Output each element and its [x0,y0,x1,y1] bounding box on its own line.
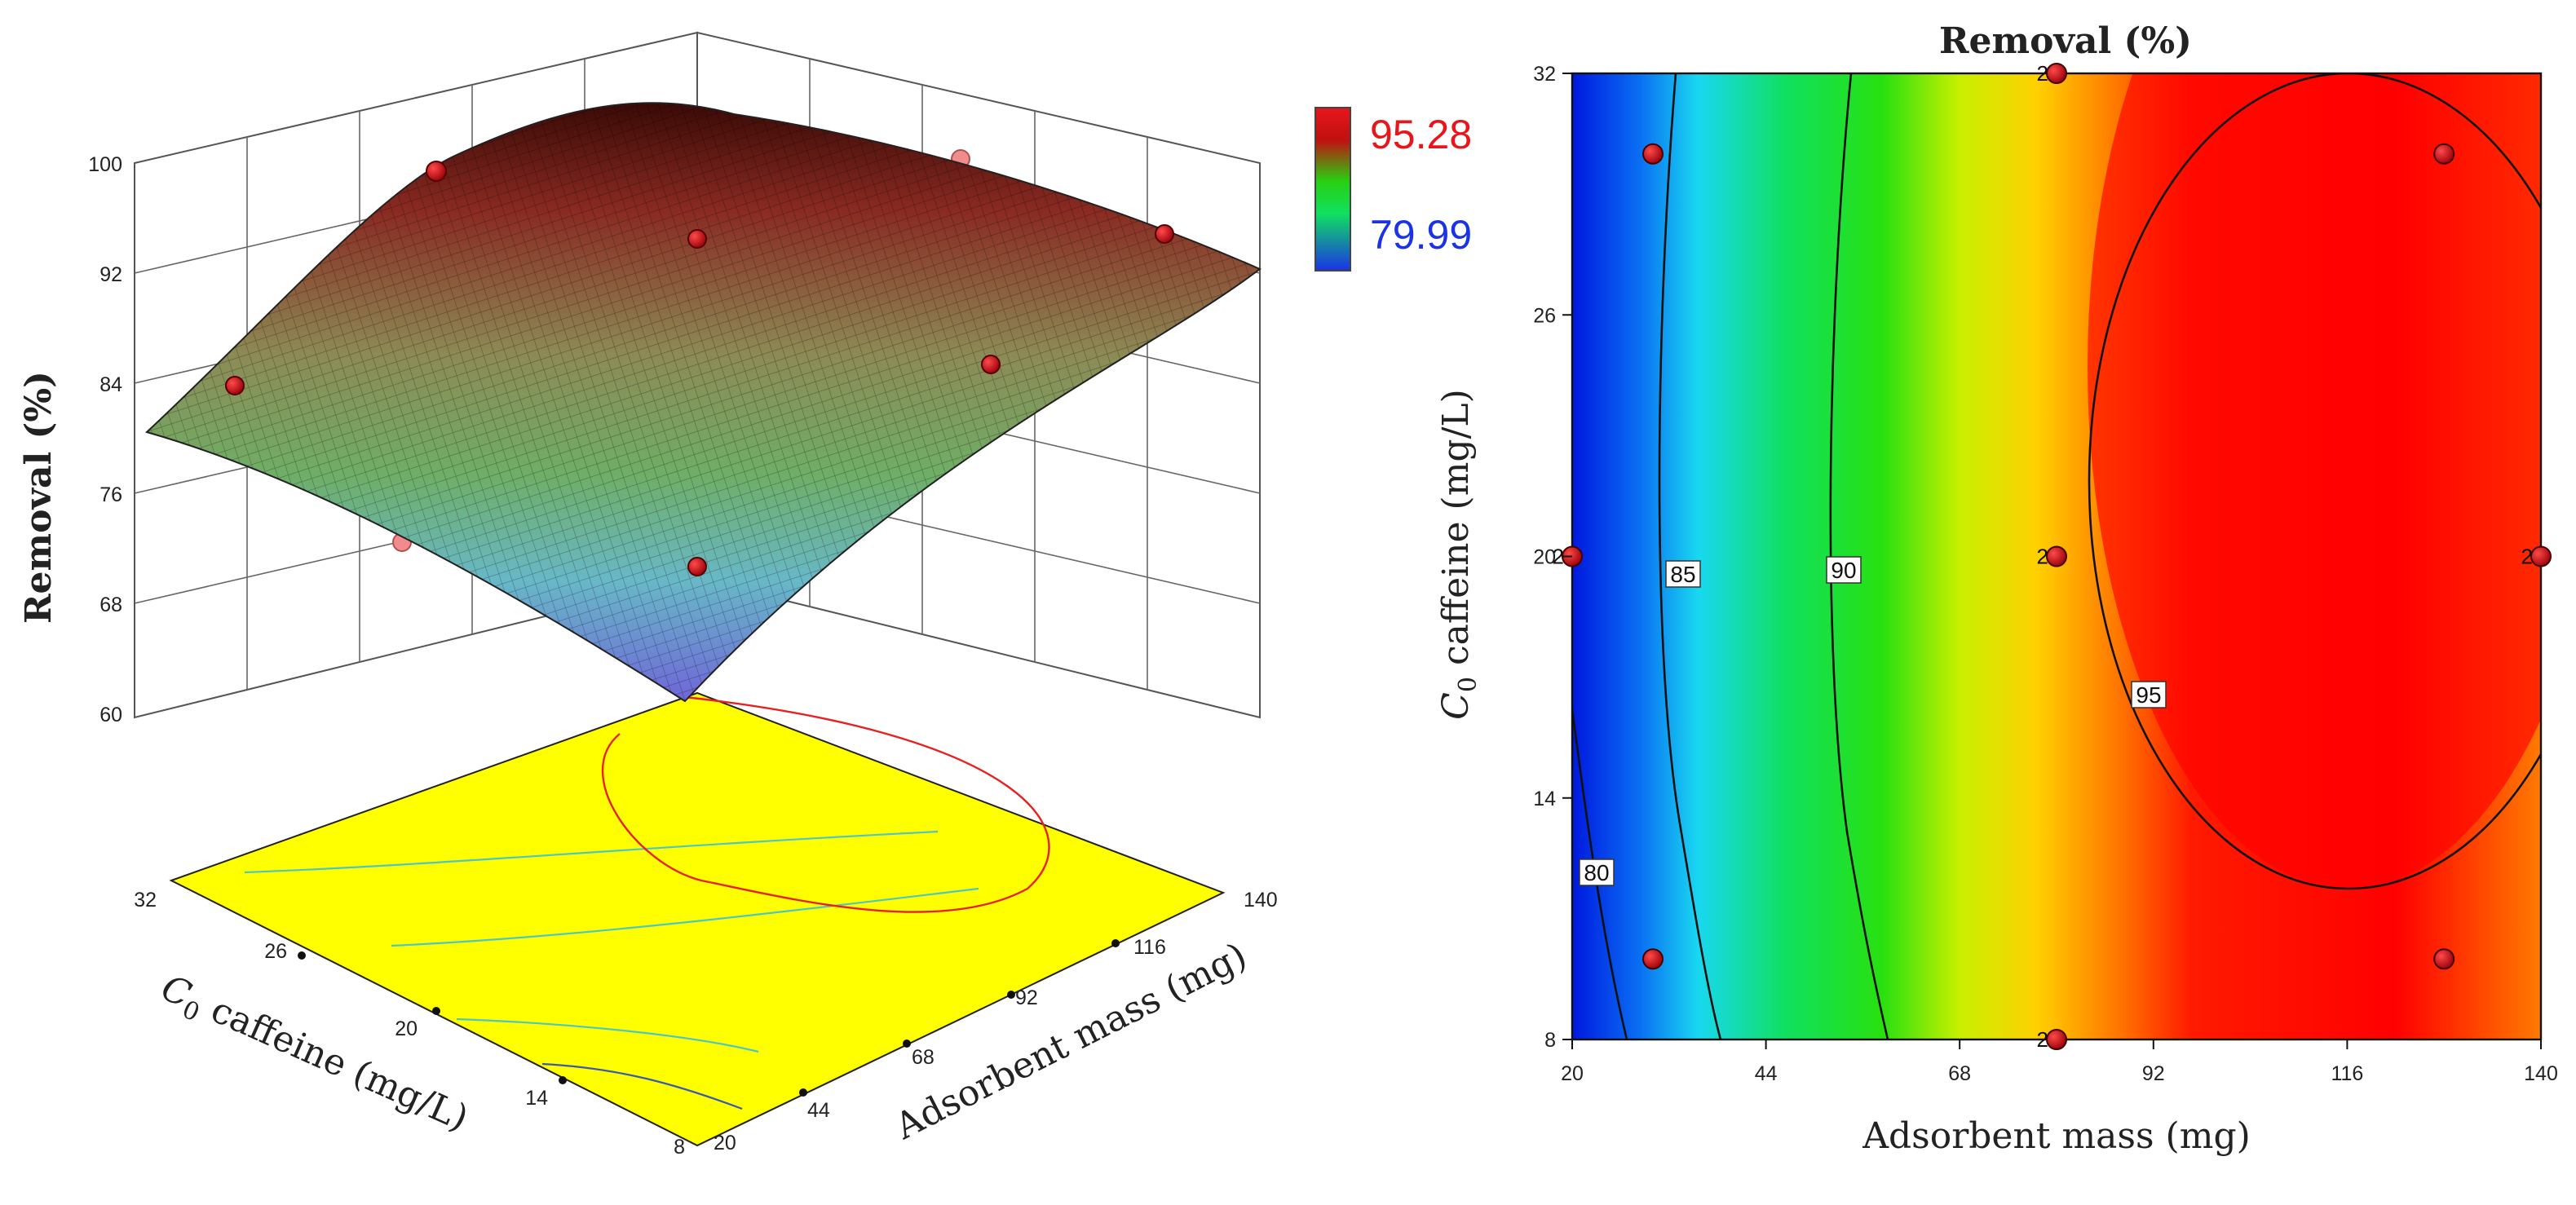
contour-design-points: 2 2 2 2 2 [1553,61,2552,1052]
contour-85 [1658,73,1722,1039]
contour-y-axis-symbol: C [1435,692,1477,720]
design-point [687,557,707,576]
contour-90 [1829,73,1889,1039]
y-tick-label: 14 [1533,788,1556,810]
contour-x-axis: 20 44 68 92 116 140 [1561,1039,2558,1085]
design-point [2433,143,2455,165]
color-legend: 95.28 79.99 [1315,107,1472,271]
y-tick-label: 20 [1533,546,1556,569]
surface-plot: 60 68 76 84 92 100 Removal (%) 32 26 20 … [18,31,1472,1159]
x-tick-label: 140 [2524,1062,2558,1085]
design-point [687,229,707,249]
x-tick-label: 92 [1015,987,1038,1009]
contour-95 [2088,73,2541,890]
z-tick-label: 84 [99,373,122,396]
contour-label: 90 [1831,558,1856,583]
y-tick-mark [432,1007,440,1015]
y-tick-mark [559,1076,567,1084]
design-point [1155,224,1174,244]
y-tick-label: 8 [674,1136,685,1159]
contour-y-axis: 8 14 20 26 32 [1533,63,1572,1052]
legend-max-label: 95.28 [1370,112,1472,157]
y-tick-label: 26 [264,940,287,963]
y-tick-label: 14 [525,1087,548,1110]
x-tick-label: 68 [1948,1062,1971,1085]
contour-labels: 85 90 80 95 [1579,556,2167,886]
design-point [981,355,1001,374]
z-tick-label: 68 [99,594,122,616]
surface-design-points [225,161,1174,576]
y-tick-label: 32 [134,889,157,911]
x-tick-label: 20 [714,1132,736,1154]
x-tick-label: 92 [2142,1062,2165,1085]
design-point [225,376,245,395]
y-tick-label: 20 [395,1017,418,1040]
x-tick-mark [1007,991,1015,999]
design-point [2046,545,2067,567]
z-tick-label: 60 [99,704,122,726]
y-tick-label: 32 [1533,63,1556,86]
contour-label: 85 [1670,562,1695,587]
y-tick-label: 8 [1544,1029,1556,1052]
z-axis: 60 68 76 84 92 100 Removal (%) [18,153,135,726]
x-tick-label: 140 [1244,889,1278,911]
x-tick-mark [903,1039,911,1048]
x-tick-label: 116 [2331,1062,2363,1085]
x-tick-label: 44 [807,1099,830,1122]
design-point [2046,63,2067,84]
response-surface [145,102,1261,703]
design-point [1642,143,1664,165]
contour-y-axis-subscript: 0 [1454,677,1482,692]
design-point [1642,948,1664,970]
replicate-count: 2 [2037,61,2048,86]
contour-field [1572,73,2541,1039]
design-point [2433,948,2455,970]
contour-x-axis-title: Adsorbent mass (mg) [1862,1115,2251,1157]
contour-y-axis-rest: caffeine (mg/L) [1435,389,1477,677]
legend-min-label: 79.99 [1370,212,1472,258]
y-tick-label: 26 [1533,304,1556,327]
x-tick-label: 68 [912,1046,935,1069]
contour-label: 80 [1584,860,1609,885]
design-point [2046,1029,2067,1050]
x-tick-mark [799,1088,807,1097]
replicate-count: 2 [2037,1027,2048,1052]
z-tick-label: 92 [99,263,122,286]
replicate-count: 2 [2521,545,2533,569]
contour-title: Removal (%) [1939,20,2192,62]
z-axis-title: Removal (%) [18,371,60,624]
design-point [2530,545,2552,567]
z-tick-label: 100 [88,153,122,176]
contour-label: 95 [2136,682,2161,708]
design-point [426,161,447,182]
z-tick-label: 76 [99,483,122,506]
legend-colorbar [1315,107,1351,271]
base-contour-plane [169,691,1226,1147]
y-tick-mark [298,951,306,960]
contour-lines [1572,73,2541,1039]
replicate-count: 2 [2037,545,2048,569]
x-tick-mark [1111,939,1120,947]
x-tick-label: 116 [1133,936,1166,959]
contour-y-axis-title: C0 caffeine (mg/L) [1435,389,1482,720]
x-tick-label: 44 [1755,1062,1778,1085]
replicate-count: 2 [1553,545,1564,569]
x-tick-label: 20 [1561,1062,1584,1085]
